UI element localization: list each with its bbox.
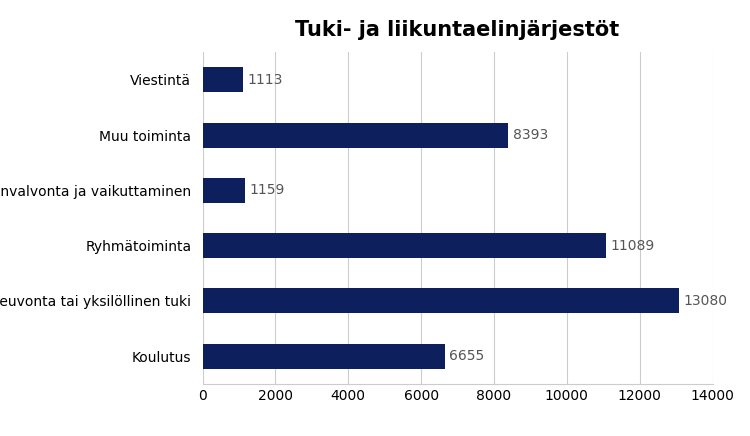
Bar (202, 68, 243, 92)
Text: 11089: 11089 (610, 238, 655, 252)
Title: Tuki- ja liikuntaelinjärjestöt: Tuki- ja liikuntaelinjärjestöt (296, 20, 620, 40)
Bar (202, 289, 679, 313)
Bar (202, 233, 607, 258)
Text: 1113: 1113 (248, 73, 283, 87)
Text: 13080: 13080 (683, 294, 728, 308)
Bar (202, 178, 244, 203)
Bar (202, 344, 445, 368)
Text: 8393: 8393 (512, 128, 548, 142)
Text: 6655: 6655 (449, 349, 484, 363)
Text: 1159: 1159 (249, 184, 284, 198)
Bar (202, 123, 508, 147)
